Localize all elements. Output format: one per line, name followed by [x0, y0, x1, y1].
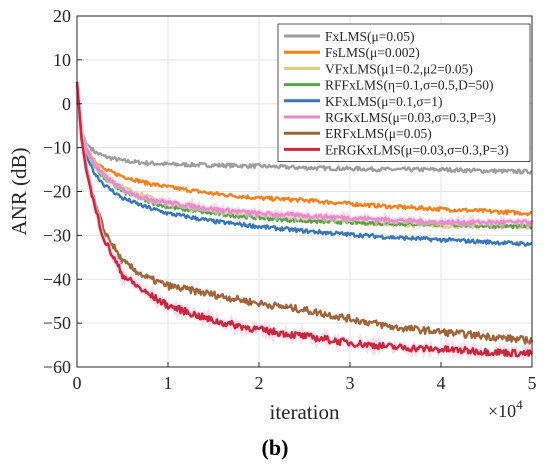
series-line [75, 86, 533, 247]
series-layer [74, 81, 535, 361]
y-tick-label: −10 [43, 138, 71, 158]
x-axis-exponent-base: ×10 [488, 401, 516, 421]
x-axis-exponent: ×104 [488, 397, 523, 421]
legend-box [277, 23, 531, 163]
y-tick-label: −20 [43, 182, 71, 202]
y-tick-label: 0 [62, 94, 71, 114]
legend-entry: FxLMS(μ=0.05) [325, 29, 414, 44]
legend-entry: RFFxLMS(η=0.1,σ=0.5,D=50) [325, 78, 493, 93]
legend-entry: ErRGKxLMS(μ=0.03,σ=0.3,P=3) [325, 142, 509, 157]
y-tick-label: −30 [43, 225, 71, 245]
x-axis-label: iteration [270, 400, 340, 424]
x-axis-exponent-power: 4 [516, 397, 523, 412]
y-tick-label: −50 [43, 313, 71, 333]
y-tick-label: 20 [53, 6, 71, 26]
y-axis-label: ANR (dB) [7, 147, 31, 235]
legend: FxLMS(μ=0.05)FsLMS(μ=0.002)VFxLMS(μ1=0.2… [277, 23, 531, 163]
x-tick-label: 1 [164, 373, 173, 393]
y-tick-label: 10 [53, 50, 71, 70]
x-tick-label: 3 [346, 373, 355, 393]
x-tick-label: 4 [437, 373, 446, 393]
series-line [75, 86, 534, 226]
series-line [75, 81, 534, 345]
x-tick-label: 2 [255, 373, 264, 393]
x-tick-label: 0 [73, 373, 82, 393]
panel-label: (b) [262, 435, 289, 460]
legend-entry: KFxLMS(μ=0.1,σ=1) [325, 94, 443, 109]
y-axis-ticks: −60 −50 −40 −30 −20 −10 0 10 20 [43, 6, 82, 377]
legend-entry: FsLMS(μ=0.002) [325, 45, 420, 60]
legend-entry: ERFxLMS(μ=0.05) [325, 126, 432, 141]
series-line [75, 86, 533, 175]
legend-entry: VFxLMS(μ1=0.2,μ2=0.05) [325, 61, 473, 76]
y-tick-label: −40 [43, 269, 71, 289]
x-tick-label: 5 [528, 373, 537, 393]
legend-entry: RGKxLMS(μ=0.03,σ=0.3,P=3) [325, 110, 496, 125]
series-line [75, 81, 534, 358]
x-axis-ticks: 0 1 2 3 4 5 [73, 362, 537, 393]
y-tick-label: −60 [43, 357, 71, 377]
series-line [75, 86, 533, 217]
